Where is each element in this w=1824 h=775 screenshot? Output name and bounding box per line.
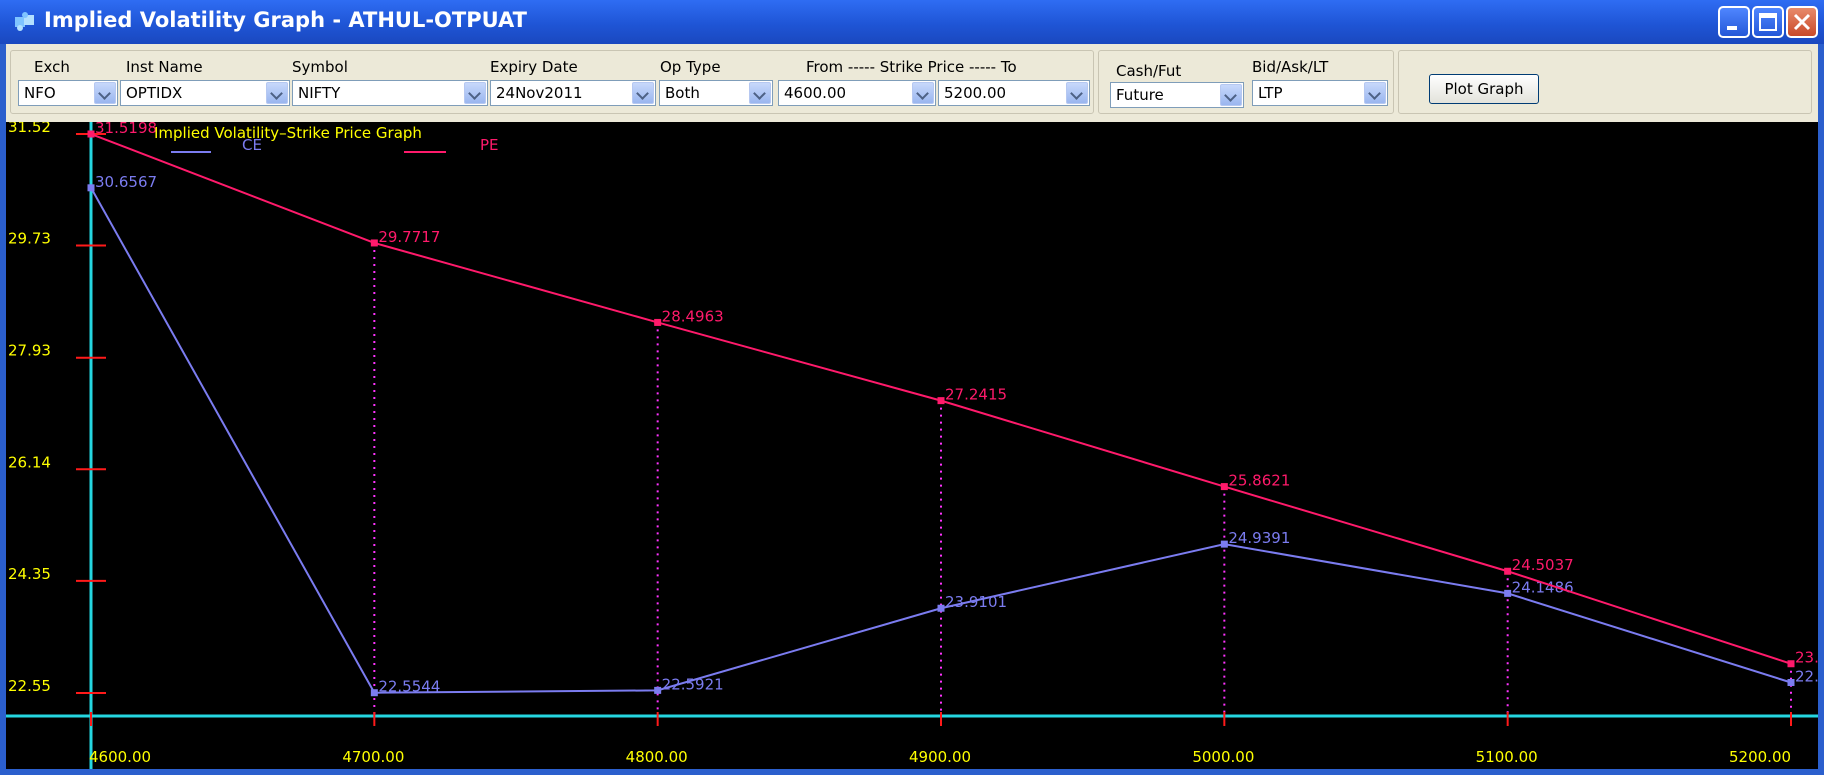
chevron-down-icon[interactable] (1066, 82, 1088, 104)
symbol-label: Symbol (292, 58, 348, 76)
maximize-icon (1759, 13, 1777, 31)
filter-toolbar: Exch NFO Inst Name OPTIDX Symbol NIFTY E… (6, 44, 1818, 122)
minimize-icon (1727, 26, 1737, 30)
exch-value: NFO (24, 84, 56, 102)
data-point-ce (1220, 540, 1228, 548)
x-tick-label: 4800.00 (626, 748, 688, 766)
bid-ask-lt-value: LTP (1258, 84, 1283, 102)
x-tick-label: 4900.00 (909, 748, 971, 766)
window-client: Exch NFO Inst Name OPTIDX Symbol NIFTY E… (6, 44, 1818, 769)
data-point-ce (1787, 679, 1795, 687)
data-point-pe (1504, 567, 1512, 575)
expiry-date-value: 24Nov2011 (496, 84, 583, 102)
y-tick-label: 26.14 (8, 453, 51, 471)
data-label-pe: 29.7717 (378, 228, 440, 246)
data-label-ce: 22.5544 (378, 678, 440, 696)
data-point-pe (1220, 483, 1228, 491)
x-tick-label: 4700.00 (342, 748, 404, 766)
data-label-ce: 24.1486 (1512, 578, 1574, 596)
y-tick-label: 24.35 (8, 565, 51, 583)
maximize-button[interactable] (1752, 6, 1784, 38)
strike-from-value: 4600.00 (784, 84, 847, 102)
data-point-ce (370, 689, 378, 697)
inst-name-value: OPTIDX (126, 84, 183, 102)
cash-fut-select[interactable]: Future (1110, 82, 1244, 108)
inst-name-label: Inst Name (126, 58, 203, 76)
x-tick-label: 5200.00 (1729, 748, 1791, 766)
strike-to-select[interactable]: 5200.00 (938, 80, 1090, 106)
symbol-select[interactable]: NIFTY (292, 80, 488, 106)
chevron-down-icon[interactable] (266, 82, 288, 104)
data-point-pe (87, 130, 95, 138)
data-point-ce (937, 604, 945, 612)
data-label-pe: 24.5037 (1512, 556, 1574, 574)
expiry-date-label: Expiry Date (490, 58, 578, 76)
chevron-down-icon[interactable] (1364, 82, 1386, 104)
chart-title: Implied Volatility–Strike Price Graph (154, 124, 422, 142)
data-label-ce: 22.7184 (1795, 668, 1818, 686)
data-point-ce (654, 686, 662, 694)
symbol-value: NIFTY (298, 84, 341, 102)
bid-ask-lt-select[interactable]: LTP (1252, 80, 1388, 106)
window-title: Implied Volatility Graph - ATHUL-OTPUAT (44, 8, 527, 32)
inst-name-select[interactable]: OPTIDX (120, 80, 290, 106)
strike-to-value: 5200.00 (944, 84, 1007, 102)
x-tick-label: 5000.00 (1192, 748, 1254, 766)
close-button[interactable] (1786, 6, 1818, 38)
chevron-down-icon[interactable] (749, 82, 771, 104)
y-tick-label: 31.52 (8, 122, 51, 136)
data-point-pe (370, 239, 378, 247)
data-label-ce: 23.9101 (945, 593, 1007, 611)
x-tick-label: 5100.00 (1476, 748, 1538, 766)
data-label-pe: 23.0195 (1795, 649, 1818, 667)
instrument-group (10, 50, 1094, 114)
op-type-label: Op Type (660, 58, 721, 76)
y-tick-label: 22.55 (8, 677, 51, 695)
op-type-select[interactable]: Both (659, 80, 773, 106)
plot-group (1398, 50, 1812, 114)
y-tick-label: 29.73 (8, 230, 51, 248)
data-point-pe (937, 397, 945, 405)
data-point-ce (1504, 589, 1512, 597)
chevron-down-icon[interactable] (632, 82, 654, 104)
strike-from-select[interactable]: 4600.00 (778, 80, 936, 106)
exch-select[interactable]: NFO (18, 80, 118, 106)
data-label-pe: 28.4963 (662, 307, 724, 325)
data-point-pe (654, 318, 662, 326)
plot-graph-button[interactable]: Plot Graph (1429, 74, 1539, 104)
legend-label-ce: CE (242, 136, 262, 154)
op-type-value: Both (665, 84, 700, 102)
close-icon (1793, 13, 1811, 31)
exch-label: Exch (34, 58, 70, 76)
iv-strike-chart: 31.52 29.73 27.93 26.14 24.35 22.55 4600.00 470… (6, 122, 1818, 769)
series-line-ce (90, 187, 1792, 694)
strike-range-label: From ----- Strike Price ----- To (806, 58, 1017, 76)
price-source-group (1098, 50, 1394, 114)
data-label-ce: 30.6567 (95, 173, 157, 191)
data-label-pe: 31.5198 (95, 122, 157, 137)
y-tick-label: 27.93 (8, 342, 51, 360)
data-label-pe: 25.8621 (1228, 472, 1290, 490)
x-tick-label: 4600.00 (89, 748, 151, 766)
data-point-ce (87, 184, 95, 192)
chevron-down-icon[interactable] (94, 82, 116, 104)
chevron-down-icon[interactable] (912, 82, 934, 104)
title-bar[interactable]: Implied Volatility Graph - ATHUL-OTPUAT (0, 0, 1824, 44)
data-label-pe: 27.2415 (945, 386, 1007, 404)
data-label-ce: 22.5921 (662, 675, 724, 693)
chart-area: 31.52 29.73 27.93 26.14 24.35 22.55 4600.00 470… (6, 122, 1818, 769)
minimize-button[interactable] (1718, 6, 1750, 38)
chevron-down-icon[interactable] (464, 82, 486, 104)
puzzle-icon (15, 12, 34, 31)
cash-fut-label: Cash/Fut (1116, 62, 1182, 80)
cash-fut-value: Future (1116, 86, 1164, 104)
data-label-ce: 24.9391 (1228, 529, 1290, 547)
bid-ask-lt-label: Bid/Ask/LT (1252, 58, 1329, 76)
chevron-down-icon[interactable] (1220, 84, 1242, 106)
data-point-pe (1787, 660, 1795, 668)
expiry-date-select[interactable]: 24Nov2011 (490, 80, 656, 106)
legend-label-pe: PE (480, 136, 499, 154)
